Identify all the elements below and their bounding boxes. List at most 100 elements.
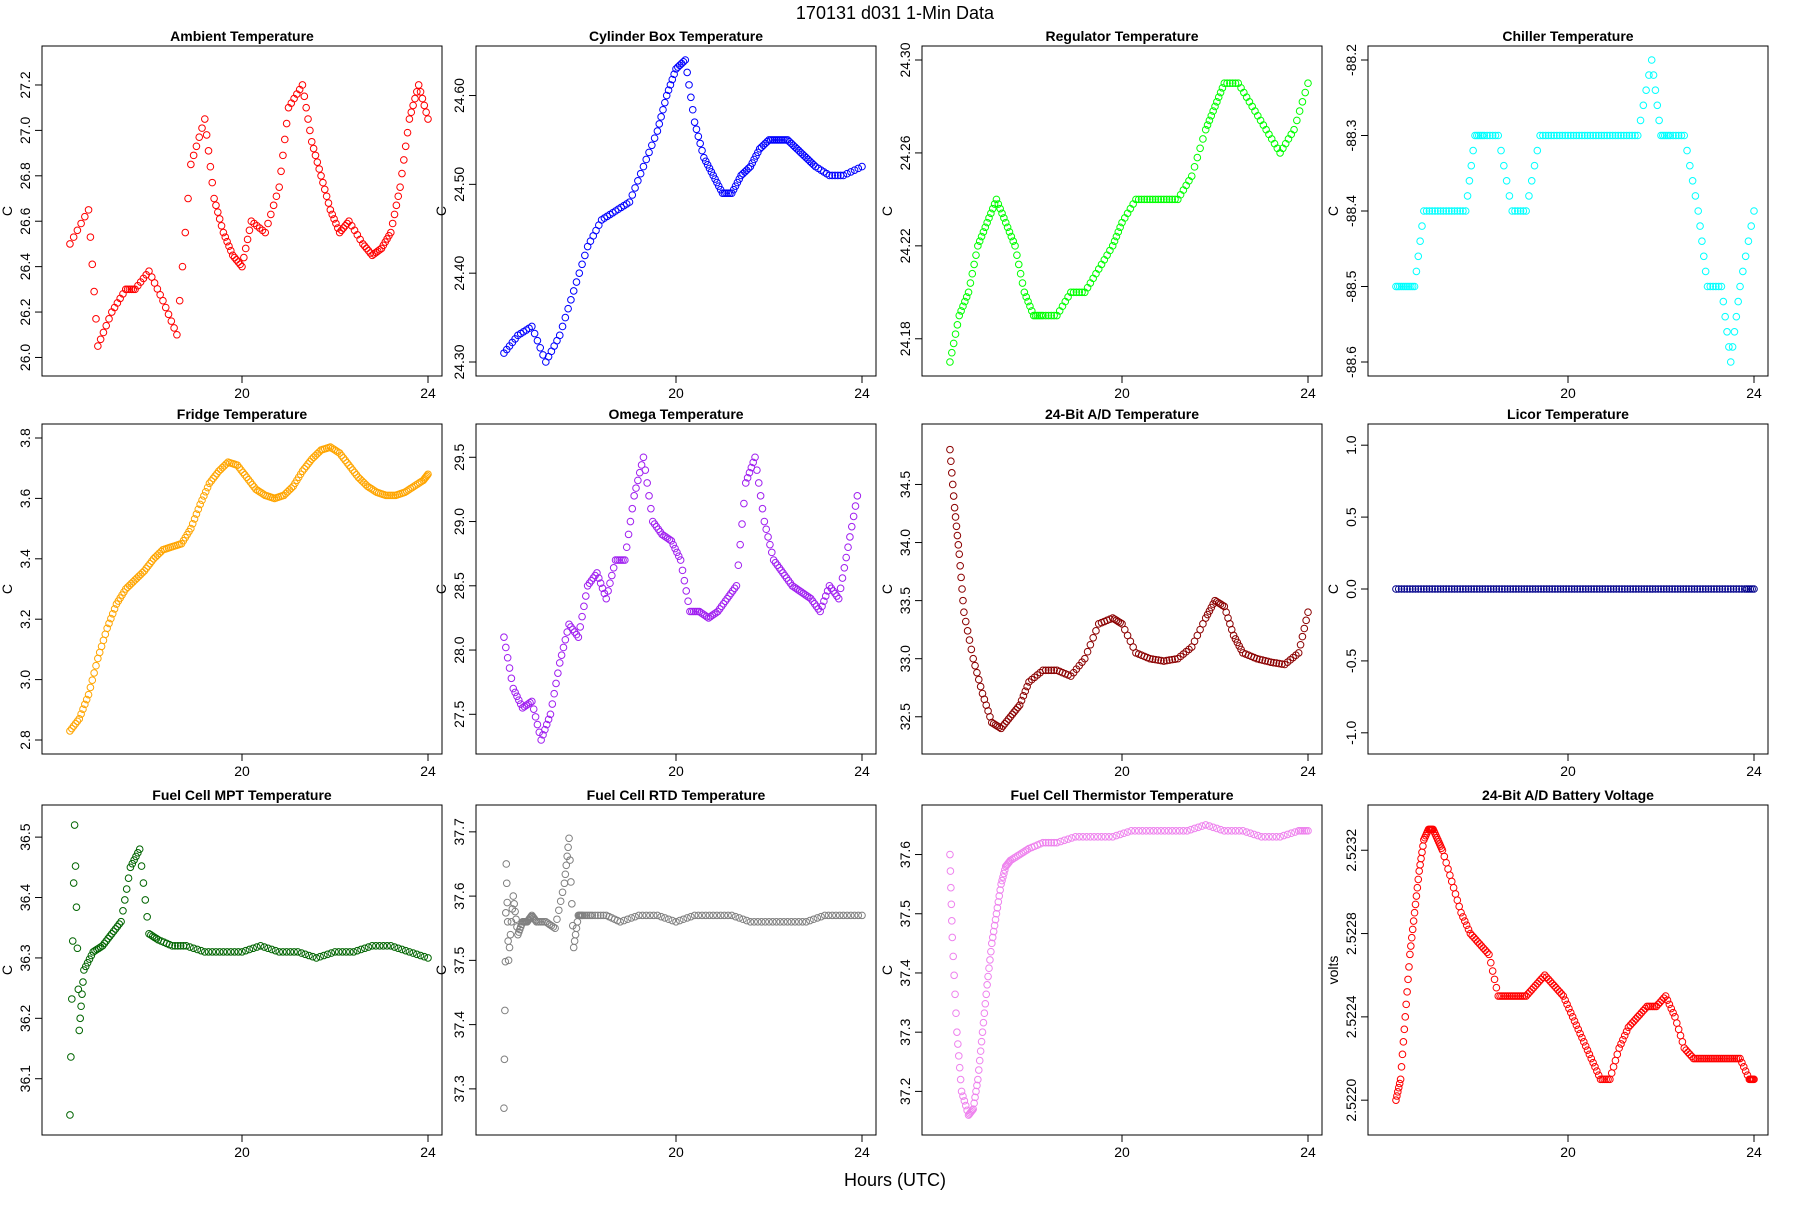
data-point (1633, 1013, 1642, 1021)
data-point (969, 654, 978, 663)
data-point-interp (832, 911, 840, 920)
data-point-interp (1226, 79, 1234, 88)
data-point-interp (1598, 585, 1607, 593)
data-point-interp (650, 134, 659, 142)
data-point-interp (809, 915, 818, 924)
data-point (955, 311, 964, 320)
data-point-interp (230, 948, 239, 956)
data-point-interp (73, 944, 82, 953)
data-point (537, 736, 545, 744)
data-point-interp (69, 233, 78, 241)
data-point-interp (679, 57, 688, 66)
y-tick-label: 3.2 (17, 609, 33, 629)
data-point-interp (549, 923, 558, 931)
data-point-interp (836, 584, 845, 593)
data-point-interp (729, 185, 738, 194)
data-point-interp (1223, 79, 1231, 88)
data-point-interp (1151, 655, 1160, 664)
data-point-interp (1213, 824, 1221, 833)
y-tick-label: 2.5232 (1343, 829, 1359, 872)
data-point-interp (1019, 848, 1028, 856)
data-point-interp (1012, 853, 1020, 861)
data-point-interp (1500, 161, 1508, 170)
data-point-interp (1194, 823, 1203, 832)
y-tick-label: 27.2 (17, 71, 33, 98)
data-point-interp (422, 472, 430, 481)
data-point-interp (1665, 585, 1674, 593)
data-point-interp (1741, 252, 1750, 261)
data-point-interp (973, 1081, 981, 1090)
y-axis-label: C (879, 584, 895, 594)
data-point (1666, 131, 1675, 140)
data-point-interp (1422, 207, 1431, 215)
data-point (1039, 311, 1047, 320)
data-point-interp (716, 911, 725, 920)
data-point-interp (83, 958, 92, 967)
data-point-interp (85, 955, 94, 963)
data-point-interp (1416, 237, 1424, 245)
data-point-interp (150, 279, 159, 287)
data-point (98, 942, 107, 950)
data-point-interp (1400, 1025, 1409, 1034)
figure-xlabel: Hours (UTC) (844, 1170, 946, 1190)
data-point-interp (959, 596, 967, 605)
data-point (145, 929, 153, 938)
data-point-interp (698, 911, 706, 920)
data-point (405, 948, 414, 956)
data-point-interp (133, 574, 141, 582)
data-point-interp (1050, 311, 1058, 320)
data-point-interp (406, 484, 415, 493)
data-point-interp (302, 462, 310, 471)
data-point-interp (544, 715, 553, 724)
data-point-interp (1044, 311, 1053, 320)
data-point-interp (390, 943, 399, 951)
data-point-interp (684, 597, 692, 606)
data-point (205, 479, 214, 488)
data-point-interp (1069, 288, 1078, 297)
data-point-interp (68, 995, 76, 1003)
data-point-interp (645, 492, 653, 500)
data-point-interp (1542, 585, 1551, 593)
data-point-interp (1422, 585, 1431, 593)
data-point-interp (711, 175, 719, 183)
data-point-interp (502, 643, 510, 652)
data-point-interp (749, 458, 757, 467)
data-point-interp (1540, 585, 1548, 593)
data-point-interp (1470, 585, 1478, 593)
data-point-interp (1425, 585, 1434, 593)
data-point-interp (142, 564, 151, 573)
data-point-interp (1261, 656, 1270, 665)
data-point-interp (566, 856, 574, 864)
data-point-interp (147, 931, 155, 939)
data-point-interp (734, 561, 743, 570)
data-point-interp (1514, 585, 1523, 593)
data-point (210, 194, 218, 203)
x-tick-label: 20 (234, 1144, 250, 1160)
data-point-interp (645, 148, 653, 157)
data-point-interp (1622, 131, 1631, 140)
data-point-interp (556, 897, 565, 906)
data-point-interp (1175, 827, 1184, 835)
data-point (75, 1026, 84, 1035)
y-tick-label: 36.3 (17, 944, 33, 971)
data-point-interp (313, 158, 322, 166)
data-point-interp (1041, 311, 1050, 320)
data-point-interp (125, 581, 134, 590)
data-point-interp (659, 105, 667, 114)
data-point (569, 943, 578, 952)
data-point (131, 576, 139, 584)
data-point-interp (677, 59, 686, 68)
data-point-interp (1502, 177, 1511, 185)
data-point-interp (1269, 658, 1278, 667)
data-point-interp (1460, 917, 1469, 925)
data-point-interp (557, 651, 566, 659)
y-tick-label: 34.5 (897, 471, 913, 498)
data-point-interp (1581, 585, 1590, 593)
data-point-interp (127, 579, 136, 588)
data-point-interp (105, 619, 113, 628)
data-point-interp (713, 911, 721, 920)
y-tick-label: 3.6 (17, 488, 33, 508)
data-point-interp (1509, 585, 1517, 593)
data-point-interp (1553, 131, 1561, 140)
